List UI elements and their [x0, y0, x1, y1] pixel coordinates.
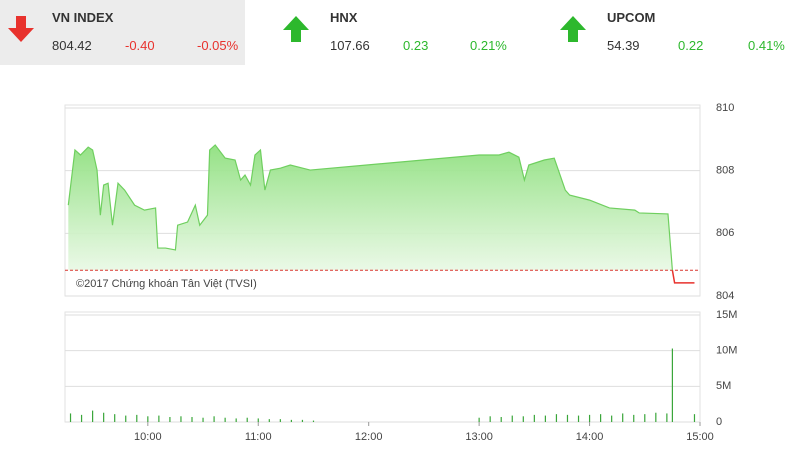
index-percent: -0.05% [197, 38, 239, 53]
volume-bar [158, 415, 160, 422]
index-change: 0.23 [403, 38, 429, 53]
volume-bar [500, 417, 502, 422]
index-value: 54.39 [607, 38, 640, 53]
volume-bar [136, 414, 138, 422]
arrow [560, 16, 586, 42]
arrow [283, 16, 309, 42]
y-tick-label: 15M [716, 309, 737, 321]
index-value: 804.42 [52, 38, 92, 53]
annotation: ©2017 Chứng khoán Tân Việt (TVSI) [76, 278, 257, 290]
volume-bar [693, 414, 696, 422]
index-percent: 0.21% [470, 38, 507, 53]
volume-bar [555, 414, 558, 422]
x-tick-label: 13:00 [465, 431, 493, 443]
volume-bar [544, 415, 546, 422]
volume-bar [489, 416, 491, 422]
volume-bar [611, 415, 613, 422]
index-card: HNX 107.66 0.23 0.21% [245, 0, 522, 65]
volume-bar [301, 419, 304, 422]
volume-bar [644, 414, 646, 422]
volume-bar [312, 420, 315, 422]
volume-bar [235, 418, 237, 422]
y-tick-label: 0 [716, 416, 722, 428]
volume-bar [202, 417, 204, 422]
volume-bar [125, 415, 127, 422]
y-tick-label: 810 [716, 102, 734, 114]
y-tick-label: 806 [716, 227, 734, 239]
volume-bar [69, 413, 72, 422]
index-name: HNX [330, 10, 358, 25]
plot-frame [64, 311, 701, 423]
index-change: 0.22 [678, 38, 704, 53]
area [68, 144, 673, 271]
volume-bar [588, 414, 591, 422]
volume-bar [566, 414, 569, 422]
volume-bar [511, 415, 513, 422]
volume-bar [180, 416, 182, 422]
arrow [8, 16, 34, 42]
volume-bar [80, 414, 83, 422]
x-tick-label: 14:00 [576, 431, 604, 443]
volume-bar [478, 417, 480, 422]
volume-bar [290, 419, 292, 422]
arrow-shape [283, 16, 309, 42]
y-tick-label: 804 [716, 290, 734, 302]
volume-bar [147, 416, 149, 422]
volume-bar [600, 414, 602, 422]
volume-bar [224, 417, 226, 422]
volume-bar [666, 413, 668, 422]
index-card: VN INDEX 804.42 -0.40 -0.05% [0, 0, 245, 65]
index-change: -0.40 [125, 38, 155, 53]
volume-bar [257, 418, 259, 422]
volume-bar [655, 412, 657, 422]
y-tick-label: 10M [716, 345, 737, 357]
volume-bar [533, 414, 535, 422]
price-line-below [671, 270, 695, 284]
volume-bar [103, 412, 105, 422]
volume-bar [213, 416, 215, 422]
index-name: UPCOM [607, 10, 656, 25]
volume-bar [671, 348, 673, 422]
index-card: UPCOM 54.39 0.22 0.41% [522, 0, 800, 65]
index-value: 107.66 [330, 38, 370, 53]
volume-bar [577, 415, 580, 422]
volume-bar [622, 413, 624, 422]
volume-bar [633, 414, 635, 422]
volume-bar [522, 416, 524, 422]
volume-bar [279, 419, 281, 422]
volume-bar [268, 419, 270, 422]
x-tick-label: 11:00 [245, 431, 272, 443]
volume-bar [191, 417, 193, 422]
volume-bar [246, 417, 248, 422]
volume-bar [92, 410, 94, 422]
arrow-shape [8, 16, 34, 42]
price-line [67, 144, 673, 271]
x-tick-label: 12:00 [355, 431, 383, 443]
chart: 804 806 808 810 ©2017 Chứng khoán Tân Việt (… [64, 102, 737, 443]
index-percent: 0.41% [748, 38, 785, 53]
index-name: VN INDEX [52, 10, 114, 25]
y-tick-label: 808 [716, 165, 734, 177]
y-tick-label: 5M [716, 380, 731, 392]
x-tick-label: 10:00 [134, 431, 162, 443]
arrow-shape [560, 16, 586, 42]
volume-bar [169, 417, 171, 422]
x-tick-label: 15:00 [686, 431, 714, 443]
volume-bar [114, 414, 116, 422]
